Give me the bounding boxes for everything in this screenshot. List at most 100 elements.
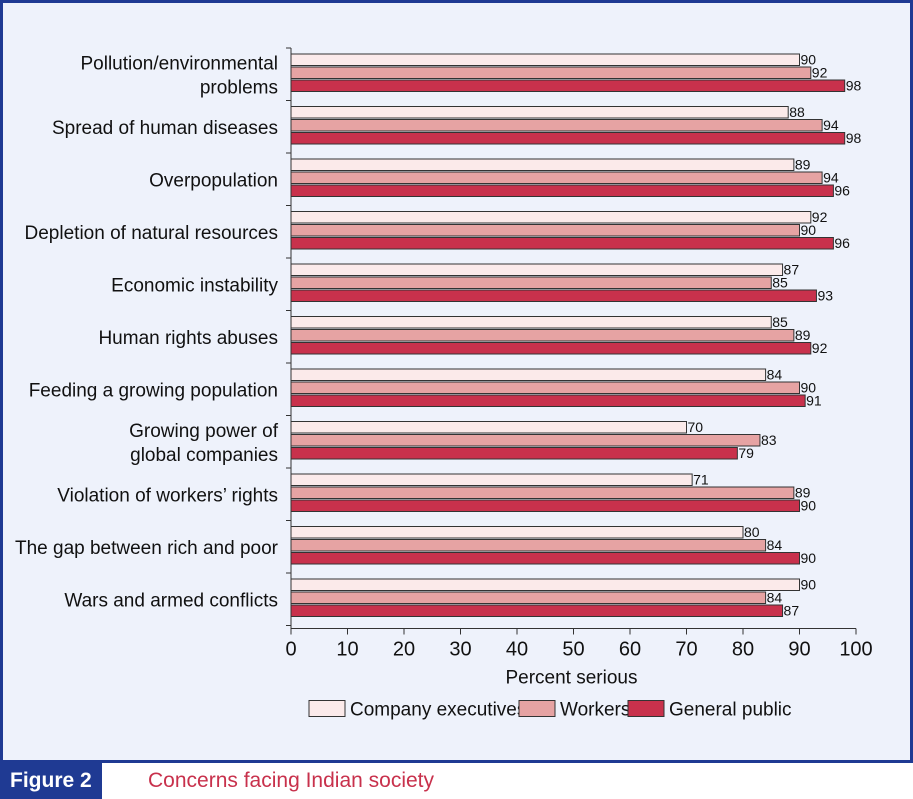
bar <box>290 237 834 250</box>
data-label: 94 <box>823 117 839 133</box>
bar <box>290 539 767 552</box>
data-label: 91 <box>806 393 822 409</box>
bar <box>290 79 846 92</box>
bar <box>290 158 795 171</box>
bar <box>290 552 800 565</box>
data-label: 98 <box>846 78 862 94</box>
bar <box>290 263 784 276</box>
x-tick-label: 20 <box>393 639 415 661</box>
bar <box>290 368 767 381</box>
category-label: Spread of human diseases <box>52 118 278 139</box>
data-label: 89 <box>795 485 811 501</box>
category-label: Feeding a growing population <box>29 380 278 401</box>
legend-label: Company executives <box>350 700 526 721</box>
caption-bar: Figure 2 Concerns facing Indian society <box>0 760 913 799</box>
x-tick-label: 80 <box>732 639 754 661</box>
x-tick-label: 30 <box>449 639 471 661</box>
chart-frame: 90 92 98 Pollution/environmental problems 88 9… <box>0 0 913 760</box>
data-label: 96 <box>834 235 850 251</box>
data-label: 71 <box>693 472 709 488</box>
data-label: 85 <box>772 314 788 330</box>
bar <box>290 119 823 132</box>
data-label: 96 <box>834 183 850 199</box>
x-tick-label: 50 <box>562 639 584 661</box>
data-label: 84 <box>767 590 783 606</box>
legend-label: Workers <box>560 700 630 721</box>
data-label: 83 <box>761 432 777 448</box>
bar <box>290 394 806 407</box>
data-label: 88 <box>789 104 805 120</box>
bar <box>290 473 693 486</box>
x-tick-label: 0 <box>285 639 296 661</box>
category-label: Growing power of <box>129 421 279 442</box>
data-label: 98 <box>846 130 862 146</box>
bar <box>290 381 800 394</box>
data-label: 92 <box>812 209 828 225</box>
x-tick-label: 10 <box>336 639 358 661</box>
bar <box>290 184 834 197</box>
bar <box>290 578 800 591</box>
data-label: 89 <box>795 157 811 173</box>
bar <box>290 526 744 539</box>
bar <box>290 224 800 237</box>
bar-chart: 909298Pollution/environmentalproblems889… <box>15 47 873 721</box>
legend-label: General public <box>669 700 792 721</box>
data-label: 90 <box>801 222 817 238</box>
bar <box>290 604 784 617</box>
data-label: 92 <box>812 65 828 81</box>
x-tick-label: 40 <box>506 639 528 661</box>
bar <box>290 591 767 604</box>
bar <box>290 499 800 512</box>
bar <box>290 421 687 434</box>
data-label: 84 <box>767 367 783 383</box>
legend-swatch <box>518 700 556 717</box>
category-label: Wars and armed conflicts <box>64 590 278 611</box>
data-label: 87 <box>784 603 800 619</box>
data-label: 94 <box>823 170 839 186</box>
x-tick-label: 100 <box>839 639 872 661</box>
figure-title: Concerns facing Indian society <box>148 769 434 792</box>
category-label: Violation of workers’ rights <box>57 485 278 506</box>
data-label: 90 <box>801 550 817 566</box>
bar <box>290 316 772 329</box>
bar <box>290 132 846 145</box>
category-label: Overpopulation <box>149 170 278 191</box>
category-label: The gap between rich and poor <box>15 538 279 559</box>
bar <box>290 276 772 289</box>
x-tick-label: 90 <box>788 639 810 661</box>
category-label: Depletion of natural resources <box>25 223 278 244</box>
bar <box>290 289 817 302</box>
data-label: 90 <box>801 380 817 396</box>
category-label: Economic instability <box>111 275 278 296</box>
x-tick-label: 60 <box>619 639 641 661</box>
category-label: problems <box>200 77 278 98</box>
bar <box>290 106 789 119</box>
legend-swatch <box>308 700 346 717</box>
category-label: Pollution/environmental <box>80 53 278 74</box>
data-label: 90 <box>801 498 817 514</box>
category-label: global companies <box>130 445 278 466</box>
bar <box>290 66 812 79</box>
category-label: Human rights abuses <box>98 328 278 349</box>
data-label: 79 <box>738 445 754 461</box>
data-label: 89 <box>795 327 811 343</box>
x-axis-title: Percent serious <box>505 668 637 689</box>
data-label: 70 <box>688 419 704 435</box>
bar <box>290 342 812 355</box>
legend-swatch <box>627 700 665 717</box>
data-label: 85 <box>772 275 788 291</box>
bar <box>290 447 738 460</box>
bar <box>290 53 800 66</box>
figure-number: Figure 2 <box>0 763 102 799</box>
data-label: 80 <box>744 524 760 540</box>
bar <box>290 329 795 342</box>
bar <box>290 434 761 447</box>
data-label: 90 <box>801 52 817 68</box>
data-label: 90 <box>801 577 817 593</box>
data-label: 84 <box>767 537 783 553</box>
data-label: 92 <box>812 340 828 356</box>
x-tick-label: 70 <box>675 639 697 661</box>
data-label: 93 <box>817 288 833 304</box>
bar <box>290 486 795 499</box>
